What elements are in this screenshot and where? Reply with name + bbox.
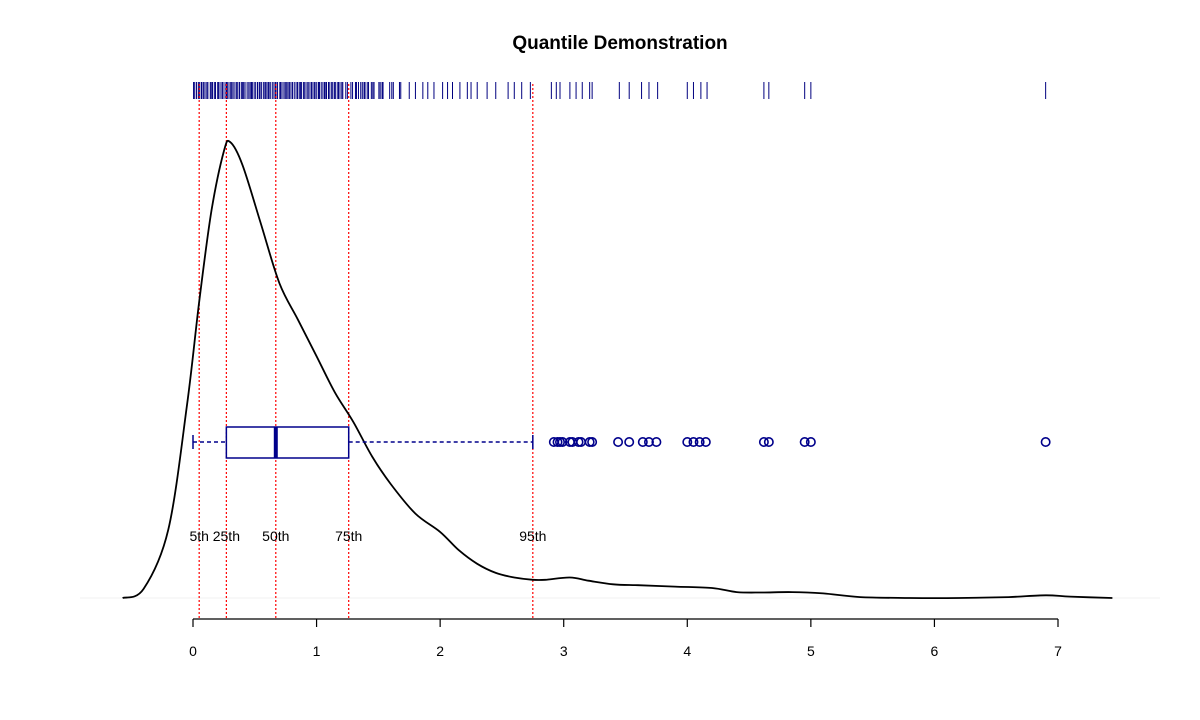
- x-tick-label: 5: [807, 643, 815, 659]
- quantile-label-75th: 75th: [335, 528, 362, 544]
- outlier-point: [805, 436, 816, 447]
- x-tick-label: 3: [560, 643, 568, 659]
- outlier-point: [643, 436, 654, 447]
- x-tick-label: 0: [189, 643, 197, 659]
- outlier-point: [587, 436, 598, 447]
- chart-title: Quantile Demonstration: [512, 33, 727, 54]
- outlier-point: [682, 436, 693, 447]
- x-tick-label: 2: [436, 643, 444, 659]
- outlier-point: [799, 436, 810, 447]
- density-curve: [122, 139, 1113, 600]
- x-axis: 0 1 2 3 4 5 6 7: [189, 618, 1062, 659]
- quantile-label-25th: 25th: [213, 528, 240, 544]
- outlier-point: [651, 436, 662, 447]
- x-tick-label: 1: [313, 643, 321, 659]
- x-tick-label: 7: [1054, 643, 1062, 659]
- quantile-lines: [198, 84, 534, 618]
- x-tick-label: 6: [931, 643, 939, 659]
- outlier-point: [758, 436, 769, 447]
- density-curve-group: [122, 139, 1113, 600]
- quantile-label-50th: 50th: [262, 528, 289, 544]
- boxplot: [192, 426, 1051, 459]
- outlier-point: [700, 436, 711, 447]
- outlier-point: [557, 436, 568, 447]
- quantile-label-5th: 5th: [189, 528, 208, 544]
- outlier-point: [637, 436, 648, 447]
- outlier-point: [624, 436, 635, 447]
- quantile-labels: 5th 25th 50th 75th 95th: [189, 528, 546, 544]
- interquartile-box: [225, 426, 350, 459]
- rug-ticks: [193, 82, 1047, 99]
- x-tick-label: 4: [683, 643, 691, 659]
- quantile-label-95th: 95th: [519, 528, 546, 544]
- outlier-point: [688, 436, 699, 447]
- outlier-point: [694, 436, 705, 447]
- outlier-point: [613, 436, 624, 447]
- outlier-point: [763, 436, 774, 447]
- outlier-point: [1040, 436, 1051, 447]
